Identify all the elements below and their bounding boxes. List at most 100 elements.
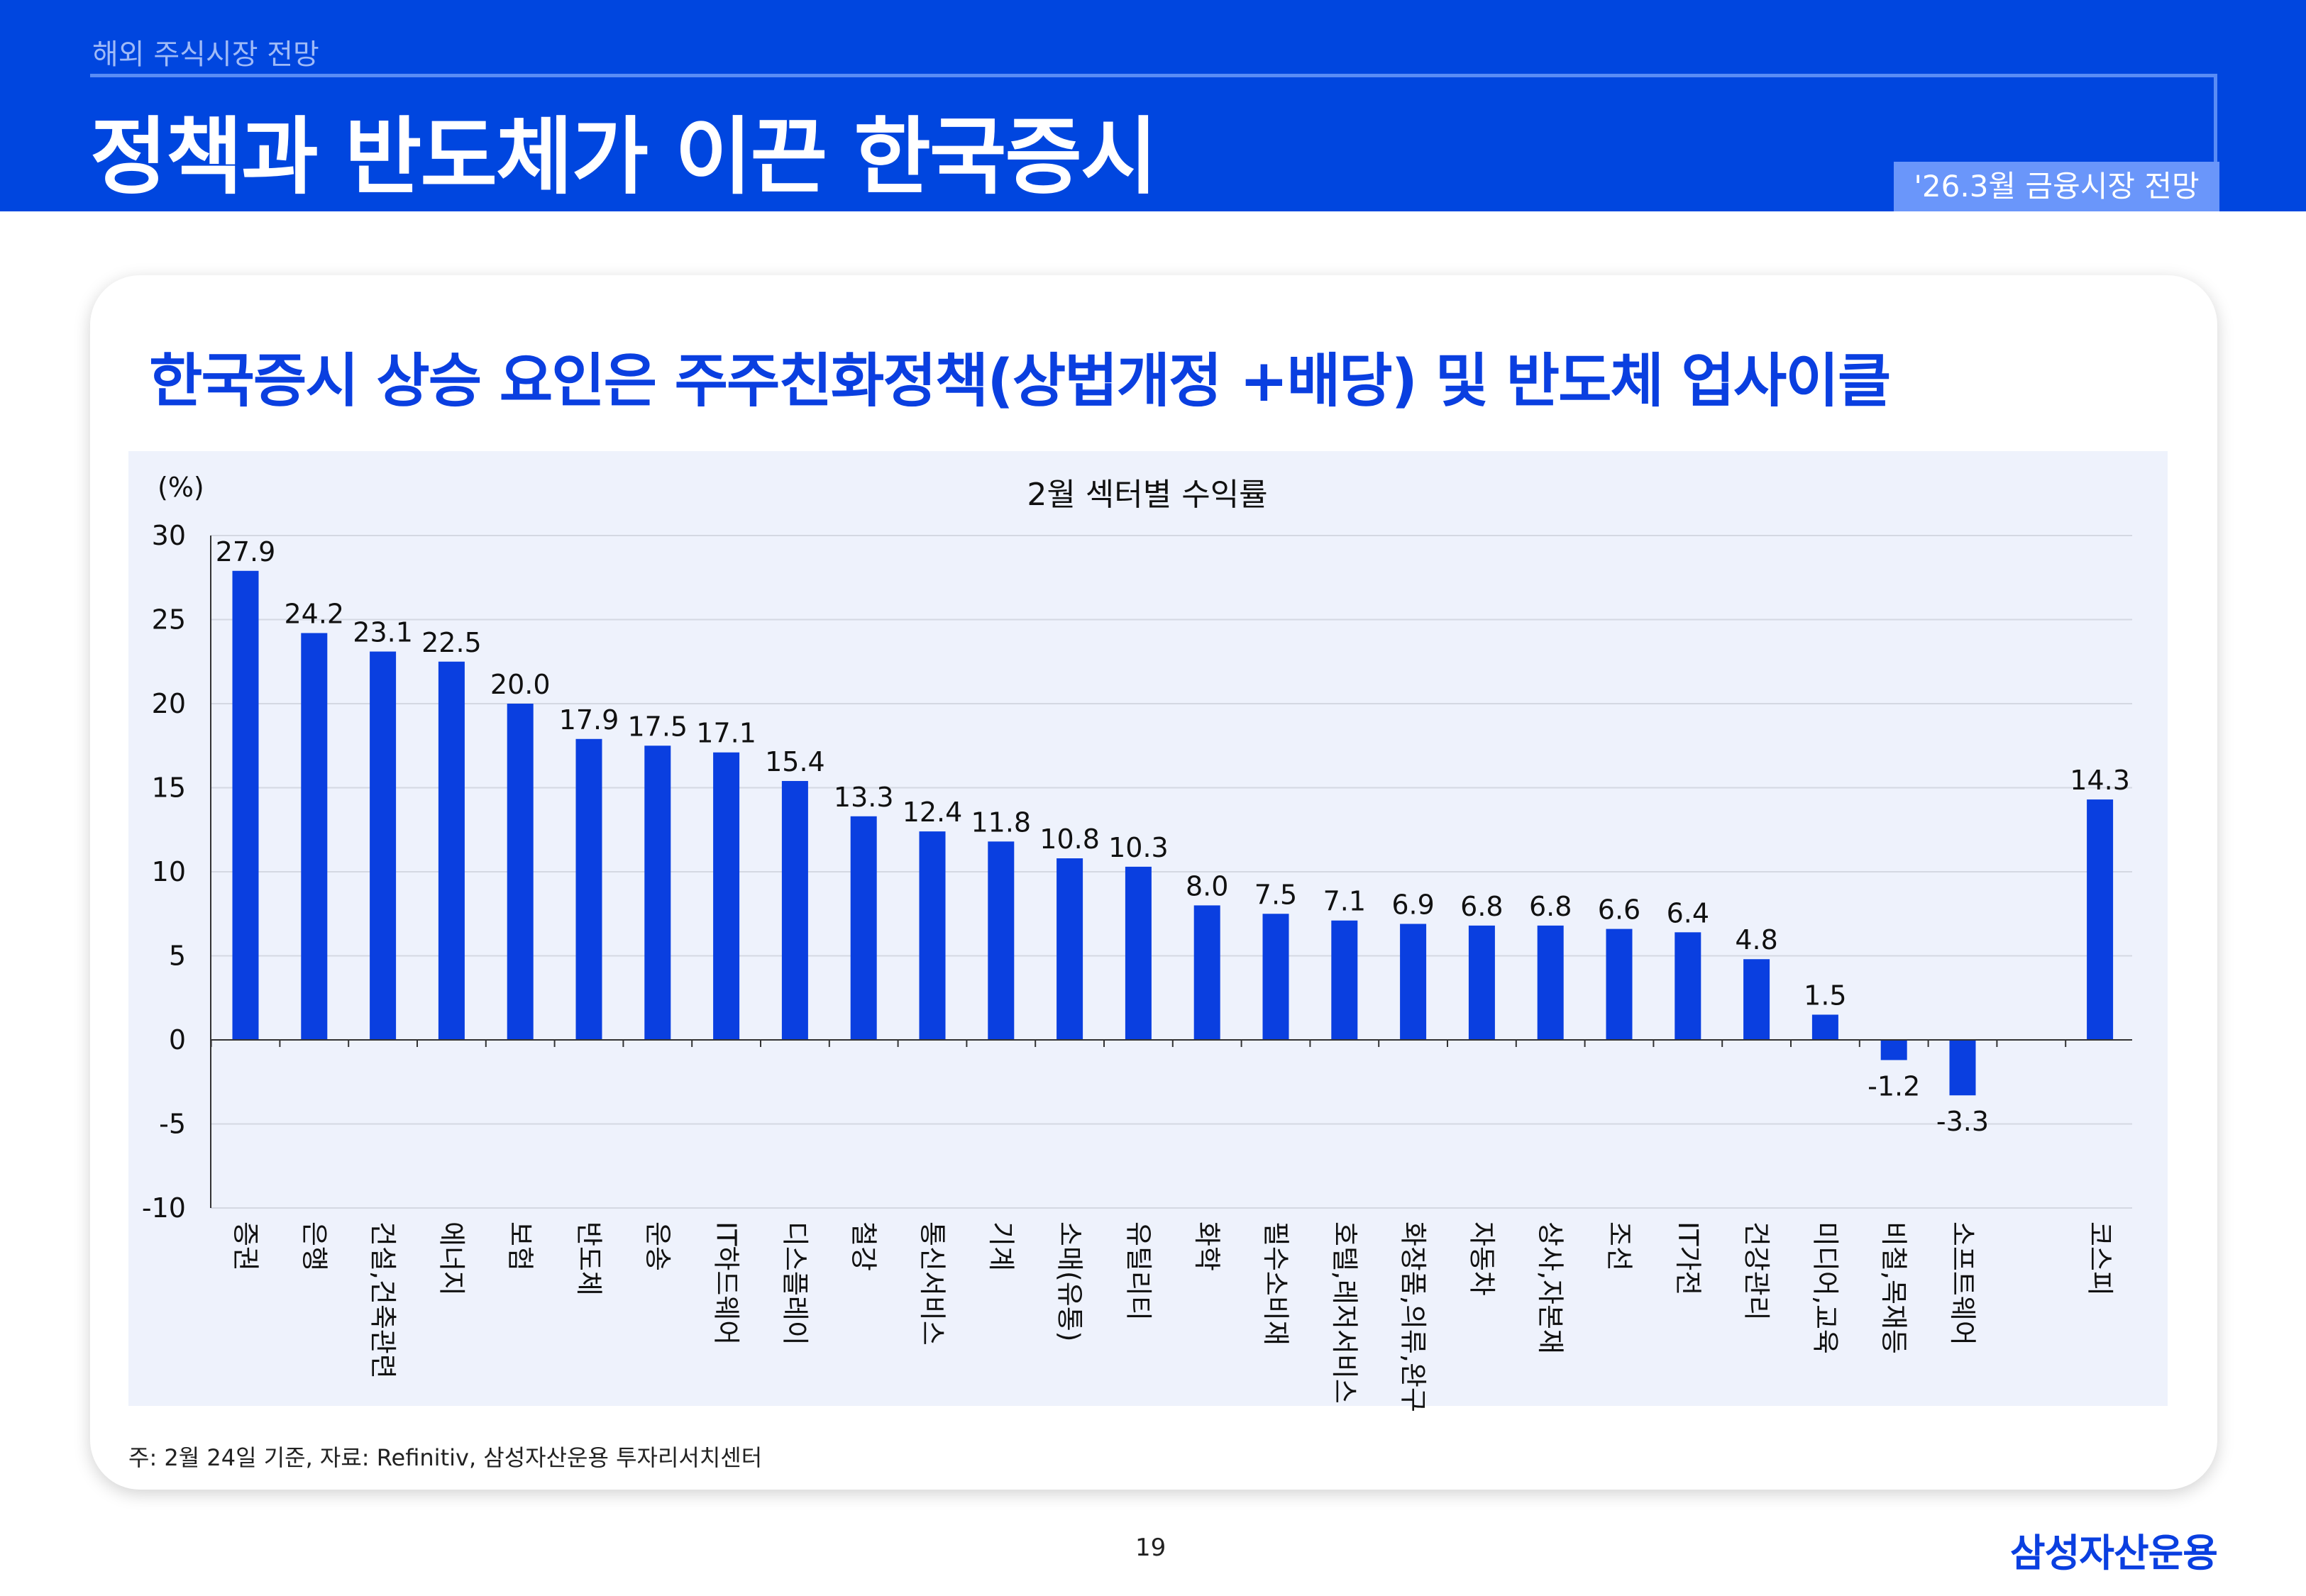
bar: [781, 781, 808, 1040]
x-tick-label: 건설,건축관련: [368, 1221, 399, 1379]
y-tick-label: 5: [169, 941, 186, 972]
company-logo: 삼성자산운용: [2009, 1531, 2218, 1575]
y-tick-label: -5: [159, 1109, 186, 1140]
bar: [438, 661, 465, 1040]
data-label: 23.1: [353, 617, 413, 648]
bar: [1949, 1040, 1976, 1096]
chart-title: 2월 섹터별 수익률: [1027, 477, 1267, 513]
x-tick-label: 건강관리: [1741, 1221, 1772, 1321]
data-label: 12.4: [903, 797, 963, 828]
data-label: -3.3: [1936, 1106, 1989, 1137]
data-label: 6.8: [1460, 891, 1503, 922]
y-axis-unit: (%): [158, 472, 204, 503]
x-tick-label: 화학: [1191, 1221, 1223, 1271]
data-label: 10.3: [1108, 832, 1169, 863]
bar: [1468, 925, 1495, 1040]
x-tick-label: 소매(유통): [1054, 1221, 1086, 1342]
data-label: 6.6: [1598, 894, 1640, 926]
data-label: 10.8: [1039, 824, 1100, 855]
bar: [1262, 914, 1289, 1040]
data-label: 15.4: [765, 746, 825, 777]
x-tick-label: 기계: [986, 1221, 1017, 1271]
x-tick-label: 호텔,레저서비스: [1329, 1221, 1360, 1404]
data-label: 20.0: [490, 669, 551, 700]
data-label: 11.8: [971, 807, 1031, 838]
y-tick-label: 0: [169, 1024, 186, 1055]
x-tick-label: IT가전: [1672, 1221, 1704, 1295]
x-tick-label: 유틸리티: [1122, 1221, 1154, 1321]
x-tick-label: 코스피: [2085, 1221, 2116, 1296]
data-label: 13.3: [834, 782, 894, 813]
bar: [301, 633, 328, 1040]
bar: [988, 841, 1015, 1040]
x-tick-label: 운송: [642, 1221, 673, 1271]
data-label: 6.8: [1529, 891, 1572, 922]
bar: [1811, 1014, 1838, 1040]
x-tick-label: 미디어,교육: [1809, 1221, 1841, 1354]
data-label: 4.8: [1735, 924, 1777, 955]
divider: [90, 74, 2215, 77]
x-tick-label: 철강: [848, 1221, 879, 1271]
x-tick-label: 조선: [1604, 1221, 1635, 1271]
data-label: 22.5: [421, 627, 482, 658]
bar: [1537, 925, 1564, 1040]
data-label: 7.1: [1323, 886, 1366, 917]
data-label: -1.2: [1868, 1070, 1920, 1102]
y-tick-label: 10: [152, 856, 186, 887]
x-tick-label: 필수소비재: [1260, 1221, 1291, 1346]
data-label: 27.9: [216, 536, 276, 567]
footnote: 주: 2월 24일 기준, 자료: Refinitiv, 삼성자산운용 투자리서…: [128, 1444, 763, 1471]
data-label: 6.4: [1667, 897, 1709, 929]
bar: [919, 831, 946, 1040]
data-label: 14.3: [2070, 765, 2130, 796]
x-tick-label: 에너지: [436, 1221, 467, 1296]
x-tick-label: 소프트웨어: [1947, 1221, 1978, 1346]
x-tick-label: 상사,자본재: [1535, 1221, 1566, 1354]
bar: [370, 651, 397, 1040]
bar: [713, 752, 740, 1040]
x-tick-label: 반도체: [573, 1221, 605, 1296]
data-label: 7.5: [1254, 879, 1297, 910]
bar: [1193, 905, 1220, 1040]
bar: [575, 738, 602, 1040]
bar: [1675, 932, 1701, 1040]
bar: [1331, 920, 1358, 1040]
data-label: 17.9: [559, 704, 619, 736]
x-tick-label: IT하드웨어: [711, 1221, 742, 1345]
data-label: 17.5: [627, 711, 688, 742]
data-label: 8.0: [1186, 870, 1228, 902]
x-tick-label: 화장품,의류,완구: [1398, 1221, 1429, 1412]
bar: [850, 816, 877, 1040]
bar: [1125, 866, 1152, 1040]
y-tick-label: 25: [152, 604, 186, 636]
bar: [1400, 924, 1427, 1040]
page-title: 정책과 반도체가 이끈 한국증시: [90, 108, 1158, 206]
data-label: 6.9: [1391, 889, 1434, 920]
data-label: 24.2: [284, 598, 344, 629]
report-badge: '26.3월 금융시장 전망: [1894, 162, 2219, 211]
bar: [1880, 1040, 1907, 1060]
x-tick-label: 통신서비스: [917, 1221, 948, 1346]
section-label: 해외 주식시장 전망: [92, 38, 319, 71]
data-label: 17.1: [696, 718, 756, 749]
x-tick-label: 자동차: [1466, 1221, 1497, 1296]
y-tick-label: 20: [152, 688, 186, 719]
bar: [507, 704, 534, 1040]
y-tick-label: 30: [152, 520, 186, 551]
bar: [1606, 929, 1633, 1040]
x-tick-label: 비철,목재등: [1878, 1221, 1909, 1354]
bar: [1743, 959, 1770, 1040]
x-tick-label: 보험: [504, 1221, 536, 1271]
bar: [644, 746, 671, 1040]
x-tick-label: 디스플레이: [779, 1221, 810, 1346]
header-band: 해외 주식시장 전망 정책과 반도체가 이끈 한국증시 '26.3월 금융시장 …: [0, 0, 2306, 211]
x-tick-label: 은행: [299, 1221, 330, 1271]
bar: [232, 570, 259, 1040]
x-tick-label: 증권: [230, 1221, 261, 1271]
bar: [1057, 858, 1083, 1040]
data-label: 1.5: [1804, 980, 1846, 1011]
y-tick-label: 15: [152, 772, 186, 804]
y-tick-label: -10: [142, 1192, 186, 1224]
page-number: 19: [1135, 1534, 1166, 1562]
